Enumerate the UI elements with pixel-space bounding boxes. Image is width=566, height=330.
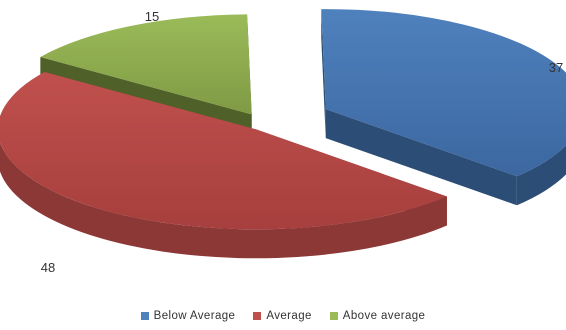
legend-label-below-average: Below Average: [153, 310, 236, 322]
legend-item-above-average[interactable]: Above average: [329, 310, 426, 322]
data-label-below-average: 37: [549, 60, 563, 75]
pie-chart-canvas: 37 48 15: [0, 9, 566, 275]
legend: Below Average Average Above average: [0, 310, 566, 322]
slice-below-average-side: [516, 145, 566, 206]
slice-average-side: [0, 142, 447, 259]
data-labels-group: 37 48 15: [41, 9, 563, 275]
legend-label-average: Average: [266, 310, 312, 322]
slice-above-average-top: [40, 14, 252, 115]
slice-below-average-cut-face-1: [321, 9, 326, 139]
slices-group: [0, 9, 566, 259]
legend-item-average[interactable]: Average: [253, 310, 311, 322]
data-label-average: 48: [41, 260, 55, 275]
slice-below-average-cut-face-2: [325, 109, 517, 206]
slice-below-average-top: [321, 9, 566, 177]
legend-swatch-above-average: [329, 312, 338, 320]
legend-item-below-average[interactable]: Below Average: [140, 310, 236, 322]
legend-label-above-average: Above average: [342, 310, 426, 322]
legend-swatch-average: [253, 312, 262, 320]
data-label-above-average: 15: [145, 9, 159, 24]
legend-swatch-below-average: [140, 312, 149, 320]
slice-average[interactable]: [0, 71, 447, 259]
slice-below-average[interactable]: [321, 9, 566, 206]
slice-average-top: [0, 71, 447, 230]
